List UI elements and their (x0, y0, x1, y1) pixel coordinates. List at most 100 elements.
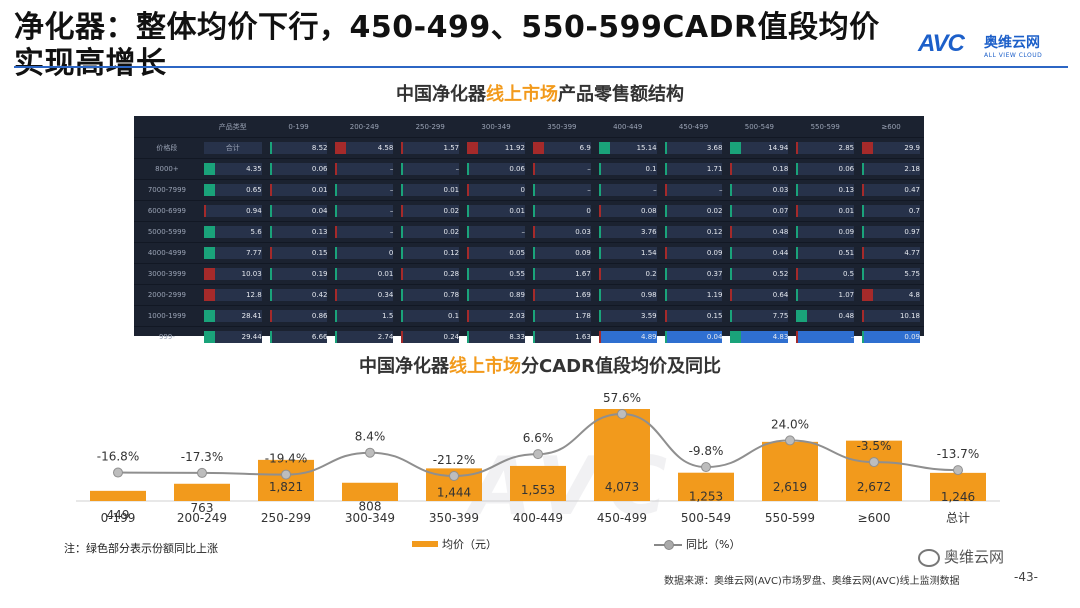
heatmap-col-header: 0-199 (288, 122, 309, 131)
heatmap-row: 7000-7999 0.65 0.01–0.01 0– – –0.03 0.13 0.47 (134, 179, 924, 201)
yoy-value-label: -21.2% (433, 453, 475, 467)
heatmap-cell: 0.06 (463, 158, 529, 180)
heatmap-row-label: 6000-6999 (134, 200, 200, 222)
heatmap-cell: 1.07 (792, 284, 859, 306)
yoy-point (701, 462, 711, 473)
heatmap-cell: 7.77 (199, 242, 266, 264)
x-tick-label: 550-599 (765, 511, 815, 525)
heatmap-cell: 29.44 (199, 326, 266, 347)
heatmap-cell: 0.13 (265, 221, 332, 243)
heatmap-row: 价格段 合计 8.52 4.58 1.57 11.92 6.9 15.14 3.68 14.94 2… (134, 137, 924, 159)
heatmap-cell: – (331, 221, 398, 243)
heatmap-cell: 4.8 (858, 284, 924, 306)
bar-value-label: 763 (191, 501, 214, 515)
heatmap-cell: 0.48 (726, 221, 793, 243)
legend-line-label: 同比（%） (686, 538, 741, 551)
bar-value-label: 1,246 (941, 490, 975, 504)
heatmap-cell: 4.89 (594, 326, 661, 347)
heatmap-col-header: 400-449 (613, 122, 643, 131)
heatmap-col-header: 250-299 (415, 122, 445, 131)
heatmap-cell: 0.2 (594, 263, 661, 285)
heatmap-cell: 8.52 (265, 137, 332, 159)
bar (510, 465, 566, 501)
heatmap-cell: 2.74 (331, 326, 398, 347)
heatmap-cell: 3.68 (660, 137, 727, 159)
yoy-point (617, 409, 627, 419)
heatmap-cell: 0.07 (726, 200, 793, 222)
x-tick-label: 总计 (946, 511, 970, 525)
yoy-value-label: -13.7% (937, 447, 979, 461)
heatmap-cell: 0.97 (858, 221, 924, 243)
heatmap-body: 价格段 合计 8.52 4.58 1.57 11.92 6.9 15.14 3.68 14.94 2… (134, 137, 924, 347)
heatmap-cell: 0.02 (397, 200, 464, 222)
bar (930, 472, 986, 501)
x-tick-label: 0-199 (101, 511, 136, 525)
heatmap-cell: 0.12 (660, 221, 727, 243)
heatmap-cell: 0.64 (726, 284, 793, 306)
heatmap-row-label: 8000+ (134, 158, 200, 180)
heatmap-cell: 28.41 (199, 305, 266, 327)
yoy-point (785, 435, 795, 446)
yoy-value-label: -9.8% (689, 444, 724, 458)
heatmap-cell: 12.8 (199, 284, 266, 306)
data-source: 数据来源：奥维云网(AVC)市场罗盘、奥维云网(AVC)线上监测数据 (664, 576, 960, 587)
footnote: 注：绿色部分表示份额同比上涨 (64, 542, 218, 555)
heatmap-cell: 0.05 (463, 242, 529, 264)
bar-value-label: 808 (359, 500, 382, 514)
bar (678, 472, 734, 501)
heatmap-cell: 0.51 (792, 242, 859, 264)
heatmap-row: 999- 29.44 6.66 2.74 0.24 8.33 1.63 4.89 0.04 4.8… (134, 326, 924, 347)
heatmap-row: 8000+ 4.35 0.06– –0.06–0.1 1.71 0.18 0.06 2.18 (134, 158, 924, 180)
page-title: 净化器：整体均价下行，450-499、550-599CADR值段均价实现高增长 (14, 10, 880, 81)
heatmap-cell: 0.86 (265, 305, 332, 327)
heatmap-cell: 1.63 (528, 326, 595, 347)
logo-mark: AVC (918, 30, 965, 57)
retail-structure-heatmap: 产品类型 0-199 200-249 250-299 300-349 350-399 400… (134, 116, 924, 347)
heatmap-cell: 0.24 (397, 326, 464, 347)
yoy-point (953, 465, 963, 476)
heatmap-corner (134, 116, 200, 138)
x-tick-label: 250-299 (261, 511, 311, 525)
bar (174, 483, 230, 501)
heatmap-cell: 0.13 (792, 179, 859, 201)
heatmap-cell: 0.01 (397, 179, 464, 201)
x-tick-label: 500-549 (681, 511, 731, 525)
heatmap-cell: 0.01 (792, 200, 859, 222)
heatmap-cell: 0.09 (792, 221, 859, 243)
yoy-point (113, 467, 123, 478)
heatmap-row: 5000-5999 5.6 0.13–0.02–0.03 3.76 0.12 0.48 0.… (134, 221, 924, 243)
heatmap-cell: 1.69 (528, 284, 595, 306)
heatmap-cell: 6.66 (265, 326, 332, 347)
heatmap-cell: 合计 (199, 137, 266, 159)
heatmap-cell: 2.03 (463, 305, 529, 327)
heatmap-row: 4000-4999 7.77 0.15 0 0.12 0.05 0.09 1.54 0.09 0.… (134, 242, 924, 264)
yoy-value-label: -17.3% (181, 450, 223, 464)
heatmap-row-label: 999- (134, 326, 200, 347)
heatmap-cell: 0.55 (463, 263, 529, 285)
title-divider (14, 66, 1068, 68)
yoy-value-label: 24.0% (771, 417, 809, 431)
heatmap-cell: 10.18 (858, 305, 924, 327)
yoy-point (449, 471, 459, 481)
heatmap-cell: 2.18 (858, 158, 924, 180)
heatmap-cell: 0.78 (397, 284, 464, 306)
heatmap-col-header: 350-399 (547, 122, 577, 131)
heatmap-cell: 0.09 (660, 242, 727, 264)
heatmap-row-label: 2000-2999 (134, 284, 200, 306)
heatmap-cell: 0.02 (397, 221, 464, 243)
heatmap-col-header: ≥600 (881, 122, 901, 131)
heatmap-cell: 1.67 (528, 263, 595, 285)
heatmap-cell: 1.19 (660, 284, 727, 306)
heatmap-row-label: 价格段 (134, 137, 200, 159)
x-tick-label: 300-349 (345, 511, 395, 525)
logo-cn-text: 奥维云网 (984, 35, 1040, 51)
page-number: -43- (1014, 570, 1038, 584)
avc-logo: AVC 奥维云网 ALL VIEW CLOUD (918, 30, 1068, 64)
legend-bar-swatch (412, 541, 438, 547)
heatmap-title-post: 产品零售额结构 (558, 84, 684, 105)
heatmap-title-pre: 中国净化器 (396, 84, 486, 105)
chart-title-post: 分CADR值段均价及同比 (521, 356, 721, 377)
heatmap-row: 2000-2999 12.8 0.42 0.34 0.78 0.89 1.69 0.98 1.1… (134, 284, 924, 306)
bar (846, 440, 902, 501)
heatmap-cell: 1.71 (660, 158, 727, 180)
